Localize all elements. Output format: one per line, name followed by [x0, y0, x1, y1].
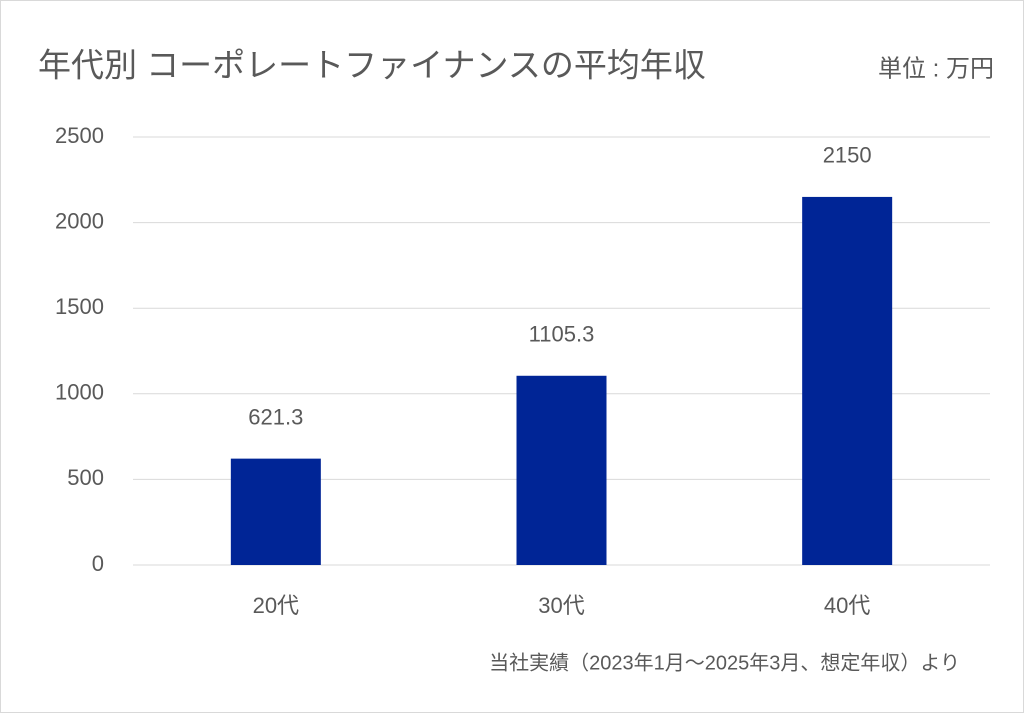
chart-subtitle: 単位 : 万円 — [878, 55, 994, 82]
source-note: 当社実績（2023年1月～2025年3月、想定年収）より — [489, 651, 960, 674]
bar — [230, 458, 321, 565]
data-label: 621.3 — [248, 404, 303, 429]
x-tick-label: 20代 — [253, 593, 299, 618]
y-tick-label: 2000 — [55, 208, 104, 233]
x-tick-label: 30代 — [538, 593, 584, 618]
x-tick-label: 40代 — [824, 593, 870, 618]
y-tick-label: 2500 — [55, 123, 104, 148]
data-label: 1105.3 — [529, 322, 595, 347]
y-tick-label: 1000 — [55, 380, 104, 405]
y-tick-label: 500 — [67, 465, 104, 490]
data-label: 2150 — [823, 143, 872, 168]
bar — [802, 196, 893, 566]
y-tick-label: 0 — [92, 551, 104, 576]
chart-title: 年代別 コーポレートファイナンスの平均年収 — [38, 47, 706, 84]
bar — [516, 375, 607, 565]
y-tick-label: 1500 — [55, 294, 104, 319]
